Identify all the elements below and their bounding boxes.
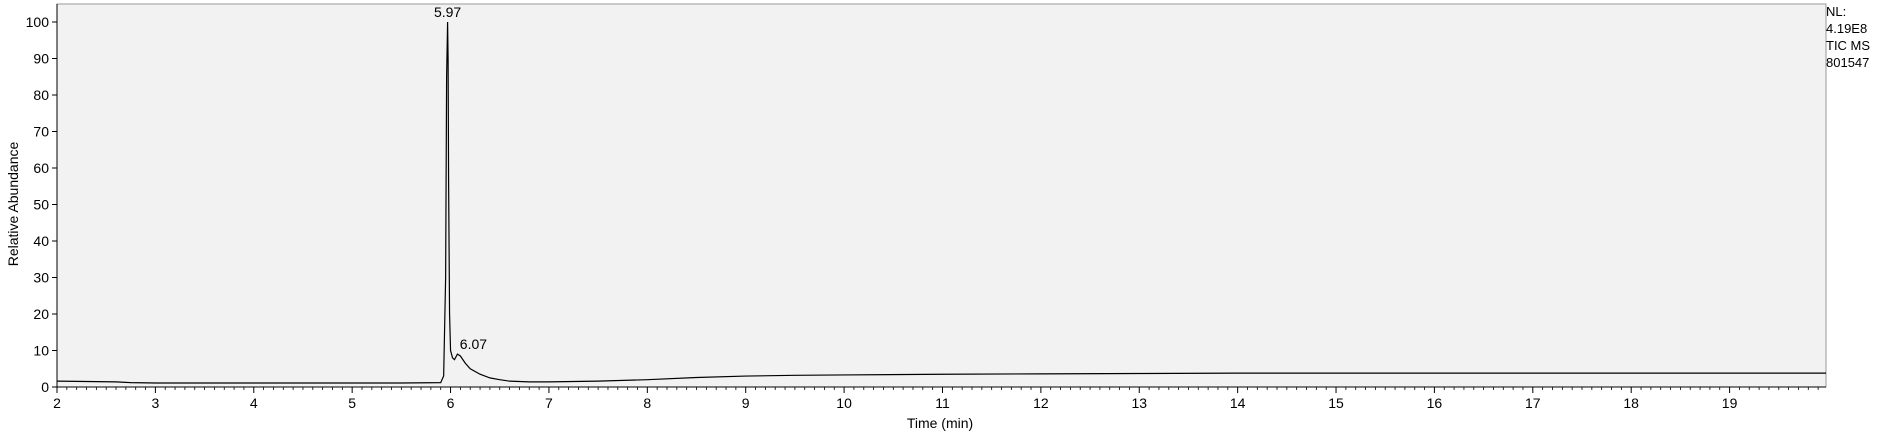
y-tick-label: 20 bbox=[33, 306, 49, 322]
x-tick-label: 5 bbox=[348, 395, 356, 411]
peak-labels: 5.97 6.07 bbox=[434, 4, 487, 352]
info-scan-type: TIC MS bbox=[1826, 38, 1871, 53]
x-tick-label: 11 bbox=[935, 395, 950, 411]
peak-label: 5.97 bbox=[434, 4, 461, 20]
x-tick-label: 16 bbox=[1427, 395, 1443, 411]
x-tick-label: 4 bbox=[250, 395, 258, 411]
info-nl-value: 4.19E8 bbox=[1826, 21, 1868, 36]
y-tick-label: 40 bbox=[33, 233, 49, 249]
x-tick-label: 14 bbox=[1230, 395, 1246, 411]
tic-trace-line bbox=[56, 21, 1826, 384]
plot-area bbox=[56, 3, 1827, 388]
y-tick-label: 80 bbox=[33, 87, 49, 103]
y-tick-label: 50 bbox=[33, 197, 49, 213]
x-tick-label: 19 bbox=[1722, 395, 1738, 411]
y-tick-label: 10 bbox=[33, 343, 49, 359]
y-tick-label: 100 bbox=[26, 14, 50, 30]
y-tick-label: 90 bbox=[33, 51, 49, 67]
peak-label: 6.07 bbox=[460, 336, 487, 352]
x-axis: 2 3 4 5 6 7 8 9 10 11 12 13 14 15 16 17 18 19 bbox=[53, 387, 1819, 411]
info-nl-label: NL: bbox=[1826, 4, 1847, 19]
y-tick-label: 70 bbox=[33, 124, 49, 140]
x-tick-label: 6 bbox=[447, 395, 455, 411]
info-file-id: 801547 bbox=[1826, 55, 1870, 70]
x-axis-title: Time (min) bbox=[907, 415, 973, 431]
x-tick-label: 3 bbox=[151, 395, 159, 411]
x-tick-label: 15 bbox=[1328, 395, 1344, 411]
x-tick-label: 8 bbox=[643, 395, 651, 411]
y-tick-label: 30 bbox=[33, 270, 49, 286]
x-tick-label: 7 bbox=[545, 395, 553, 411]
x-tick-label: 18 bbox=[1623, 395, 1639, 411]
x-tick-label: 2 bbox=[53, 395, 61, 411]
x-tick-label: 12 bbox=[1033, 395, 1049, 411]
y-axis: 0 10 20 30 40 50 60 70 80 90 100 bbox=[26, 14, 57, 395]
x-tick-label: 17 bbox=[1525, 395, 1541, 411]
y-tick-label: 0 bbox=[41, 379, 49, 395]
x-tick-label: 10 bbox=[836, 395, 852, 411]
x-tick-label: 13 bbox=[1131, 395, 1147, 411]
y-axis-title: Relative Abundance bbox=[5, 142, 21, 267]
y-tick-label: 60 bbox=[33, 160, 49, 176]
x-tick-label: 9 bbox=[742, 395, 750, 411]
